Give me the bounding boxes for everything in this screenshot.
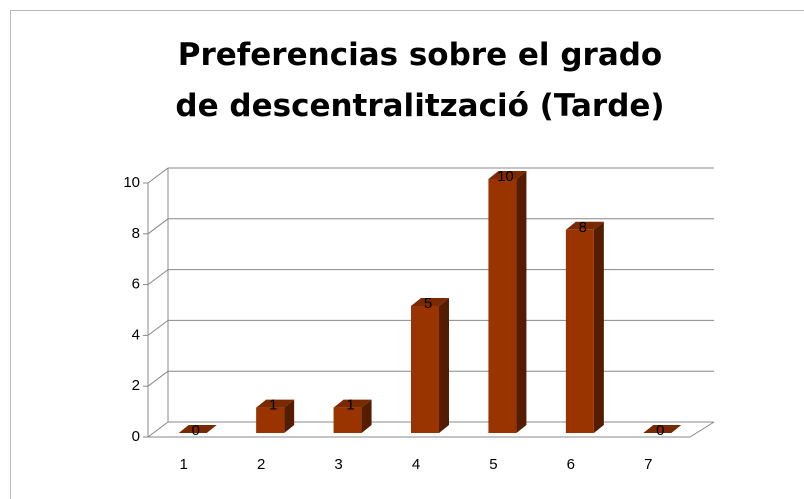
bar-top	[411, 298, 449, 306]
x-tick-label: 2	[257, 456, 265, 473]
bar	[565, 229, 594, 433]
value-label: 0	[656, 422, 664, 439]
x-tick-label: 6	[567, 456, 575, 473]
bar-side	[284, 399, 295, 433]
bar-top	[643, 425, 682, 433]
x-tick-label: 1	[180, 456, 188, 473]
floor-edge	[148, 421, 715, 438]
grid-line	[147, 218, 169, 235]
y-tick-label: 10	[123, 174, 140, 191]
x-tick-label: 5	[489, 456, 497, 473]
value-label: 1	[346, 397, 354, 414]
bar-top	[256, 399, 295, 408]
value-label: 0	[192, 422, 200, 439]
value-label: 8	[579, 219, 587, 236]
value-label: 5	[424, 295, 432, 312]
grid-line	[147, 319, 169, 336]
y-tick-label: 8	[132, 225, 140, 242]
bar-side	[439, 298, 449, 433]
y-tick-label: 6	[132, 276, 140, 293]
grid-line	[147, 421, 169, 438]
grid-line	[147, 167, 169, 184]
bar	[333, 407, 362, 433]
grid-line	[147, 269, 169, 286]
bar-top	[488, 171, 527, 179]
bar	[488, 179, 517, 433]
y-tick-label: 4	[132, 326, 140, 343]
x-tick-label: 3	[334, 456, 342, 473]
y-tick-label: 2	[132, 377, 140, 394]
bar-side	[361, 399, 372, 433]
chart-title: Preferencias sobre el grado de descentra…	[175, 37, 665, 124]
bar-top	[333, 399, 372, 408]
bar	[256, 407, 285, 433]
x-tick-label: 7	[644, 456, 652, 473]
grid-line	[147, 370, 169, 387]
bar-top	[565, 221, 604, 230]
x-tick-label: 4	[412, 456, 420, 473]
bar-top	[178, 425, 217, 433]
value-label: 1	[269, 397, 277, 414]
bar-side	[516, 171, 527, 433]
bar	[411, 306, 439, 433]
bar-side	[593, 221, 604, 433]
y-tick-label: 0	[132, 428, 140, 445]
chart-border	[10, 10, 804, 499]
value-label: 10	[497, 168, 514, 185]
